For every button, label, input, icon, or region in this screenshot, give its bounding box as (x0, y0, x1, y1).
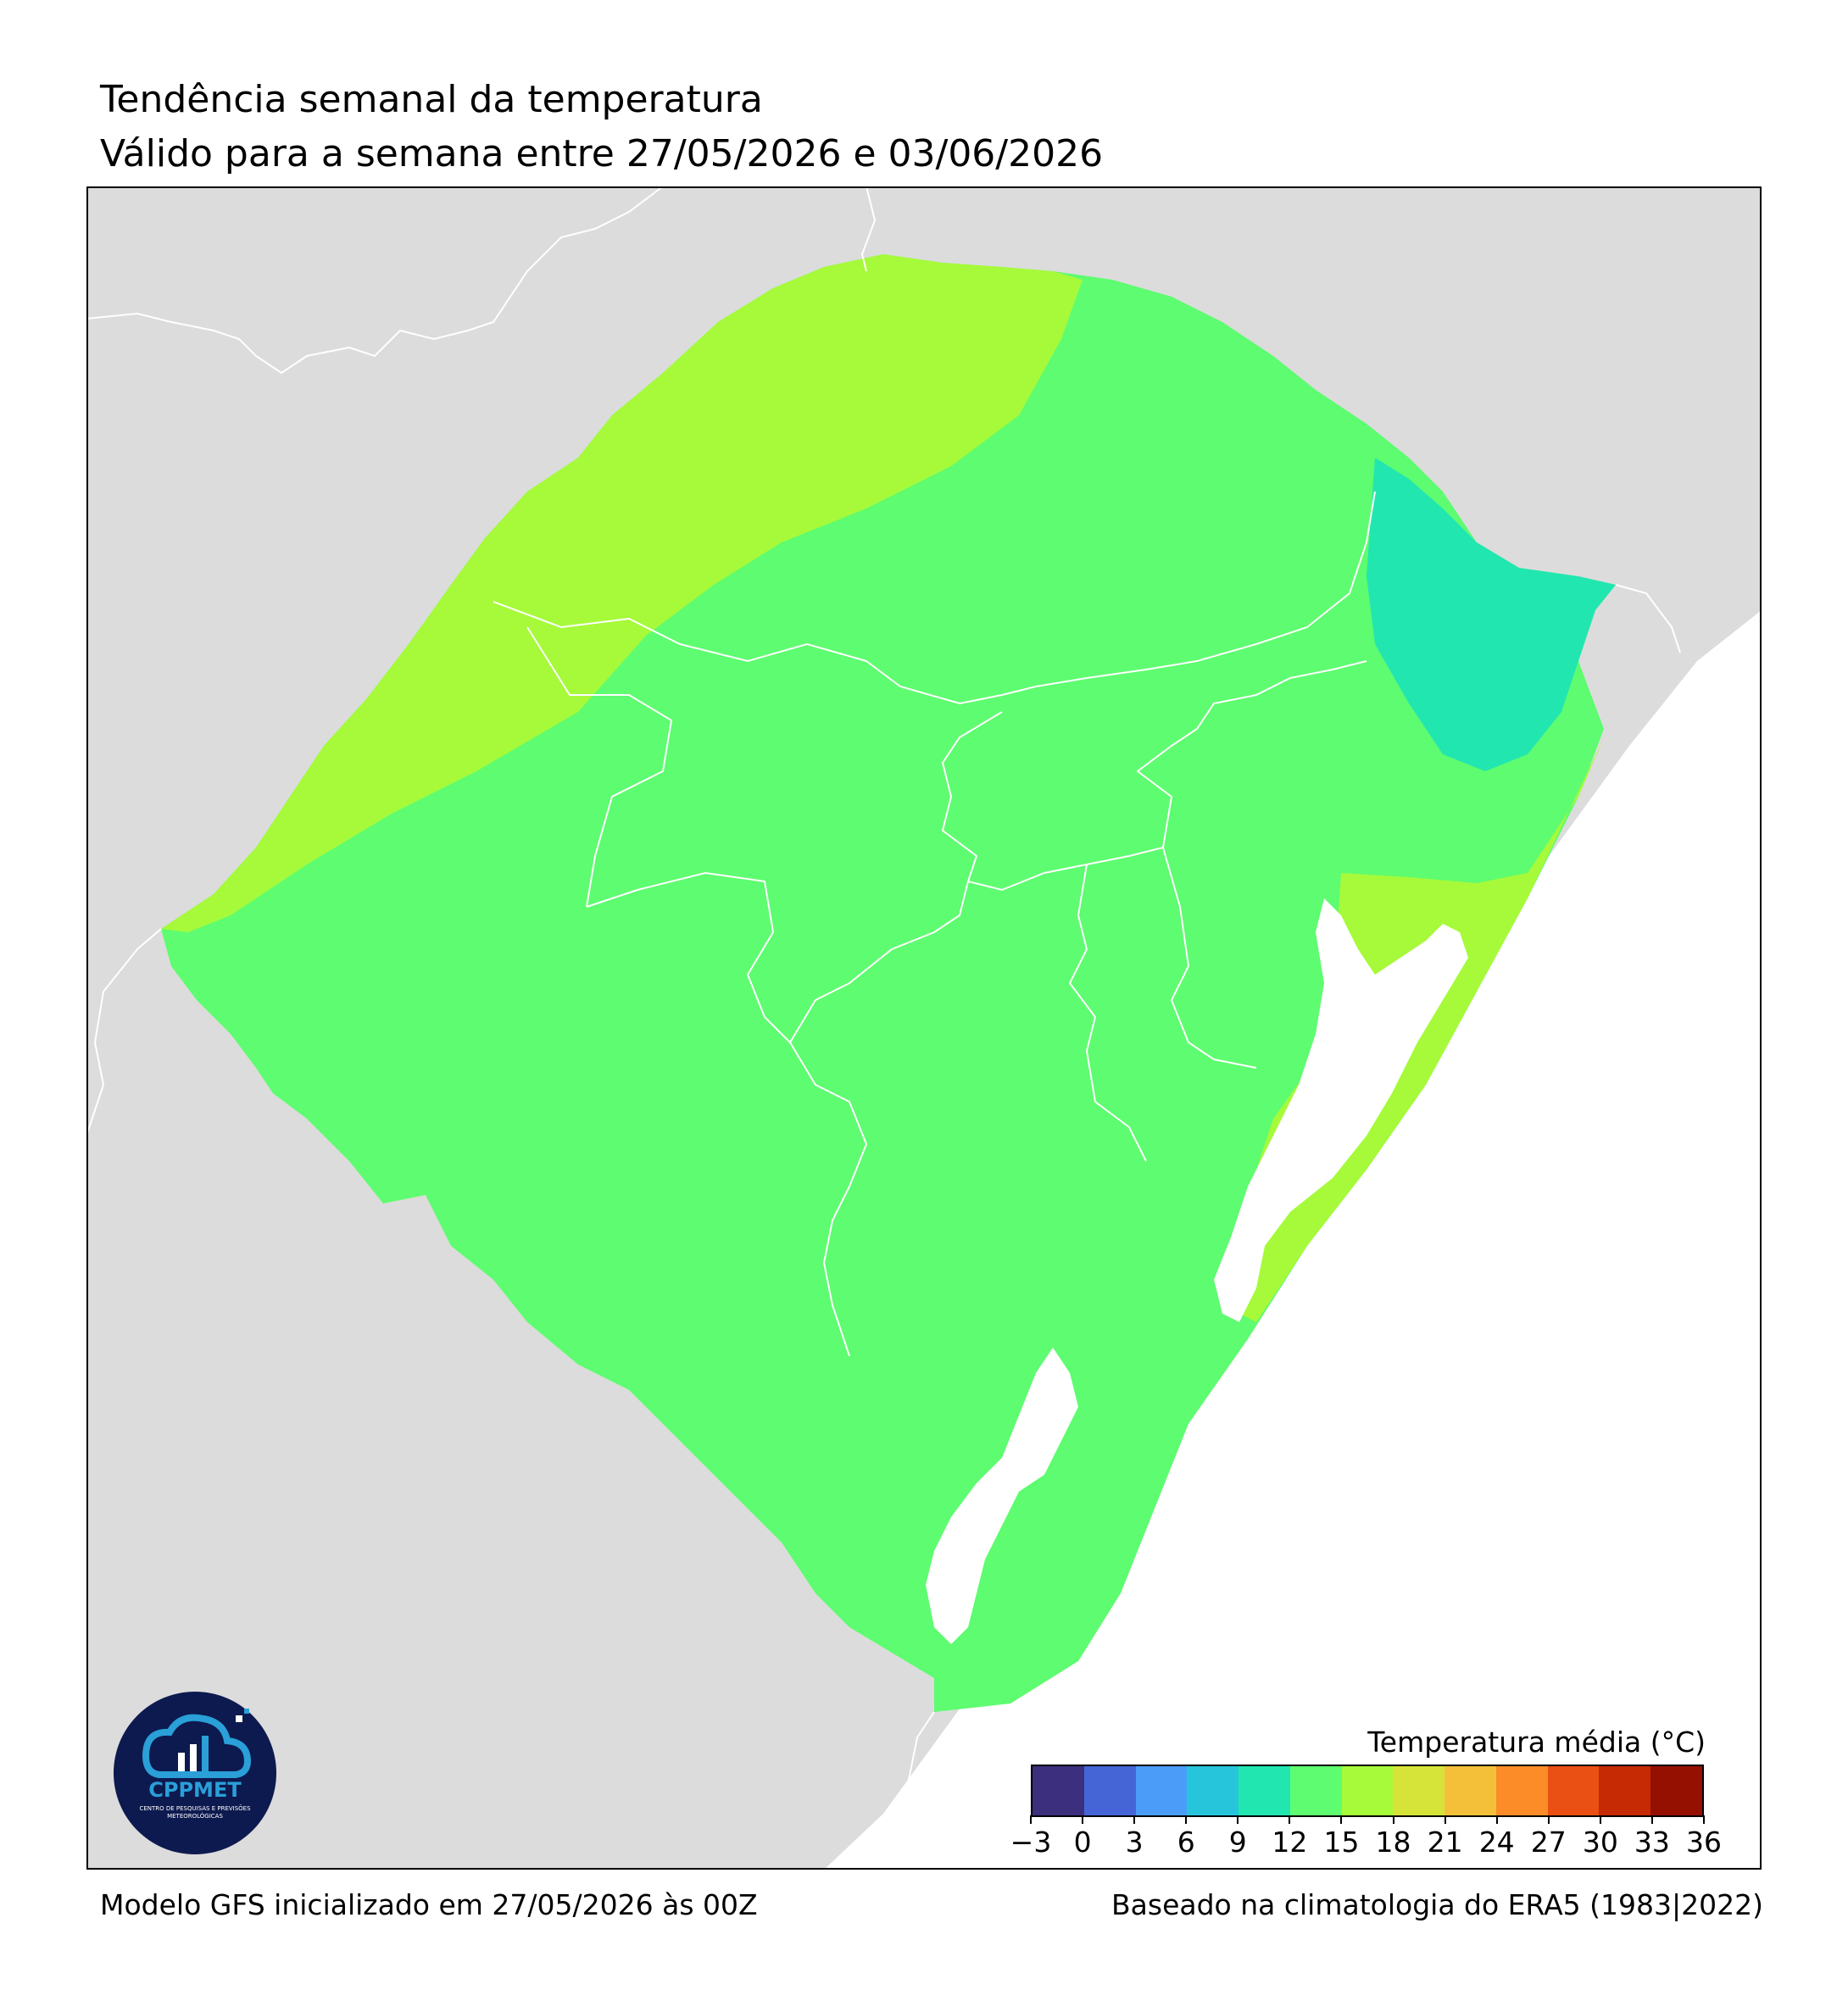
colorbar-segment (1547, 1766, 1600, 1815)
climatology-info: Baseado na climatologia do ERA5 (1983|20… (1111, 1888, 1763, 1921)
map-frame-border (86, 186, 1762, 1870)
colorbar-segment (1650, 1766, 1702, 1815)
colorbar-segment (1187, 1766, 1239, 1815)
model-info: Modelo GFS inicializado em 27/05/2026 às… (100, 1888, 758, 1921)
colorbar-segment (1135, 1766, 1188, 1815)
state-zone-15-18-nw (161, 254, 1083, 932)
map-area: CPPMET CENTRO DE PESQUISAS E PREVISÕES M… (86, 186, 1762, 1870)
colorbar-segment (1289, 1766, 1342, 1815)
chart-title: Tendência semanal da temperatura (100, 78, 763, 121)
colorbar-segment (1444, 1766, 1496, 1815)
colorbar-title: Temperatura média (°C) (1367, 1726, 1706, 1759)
colorbar-segment (1495, 1766, 1548, 1815)
colorbar-tick-label: 27 (1530, 1826, 1567, 1859)
colorbar-tick-label: 15 (1323, 1826, 1360, 1859)
lagoa-dos-patos (1214, 898, 1468, 1322)
cloud-icon (142, 1714, 252, 1778)
colorbar-tick-label: 3 (1125, 1826, 1144, 1859)
colorbar-segment (1083, 1766, 1136, 1815)
logo-name: CPPMET (148, 1778, 242, 1802)
logo-subtitle: CENTRO DE PESQUISAS E PREVISÕES METEOROL… (139, 1805, 251, 1820)
state-zone-9-12 (1367, 458, 1616, 771)
colorbar-tick-label: 24 (1478, 1826, 1515, 1859)
colorbar-tick-label: −3 (1010, 1826, 1052, 1859)
colorbar-segment (1341, 1766, 1394, 1815)
colorbar-tick-label: 18 (1375, 1826, 1411, 1859)
cppmet-logo: CPPMET CENTRO DE PESQUISAS E PREVISÕES M… (112, 1690, 278, 1856)
colorbar-segment (1599, 1766, 1651, 1815)
region-borders (493, 491, 1376, 1357)
colorbar-segment (1393, 1766, 1445, 1815)
colorbar-segment (1033, 1766, 1084, 1815)
colorbar-segment (1238, 1766, 1290, 1815)
colorbar-tick-label: 0 (1073, 1826, 1092, 1859)
colorbar-tick-label: 33 (1634, 1826, 1670, 1859)
map-svg (86, 186, 1762, 1870)
colorbar-tick-label: 9 (1228, 1826, 1247, 1859)
lagoa-mirim (926, 1348, 1078, 1644)
neighbour-borders (86, 186, 1681, 1870)
colorbar-tick-label: 12 (1272, 1826, 1308, 1859)
logo-badge (114, 1692, 276, 1854)
colorbar-tick-label: 30 (1582, 1826, 1618, 1859)
colorbar-tick-label: 21 (1427, 1826, 1463, 1859)
chart-subtitle: Válido para a semana entre 27/05/2026 e … (100, 132, 1104, 175)
colorbar-tick-label: 36 (1686, 1826, 1722, 1859)
colorbar-ticks: −3 0 3 6 9 12 15 18 21 24 27 30 33 36 (1010, 1815, 1722, 1859)
colorbar-bar (1031, 1765, 1704, 1817)
colorbar-tick-label: 6 (1177, 1826, 1195, 1859)
